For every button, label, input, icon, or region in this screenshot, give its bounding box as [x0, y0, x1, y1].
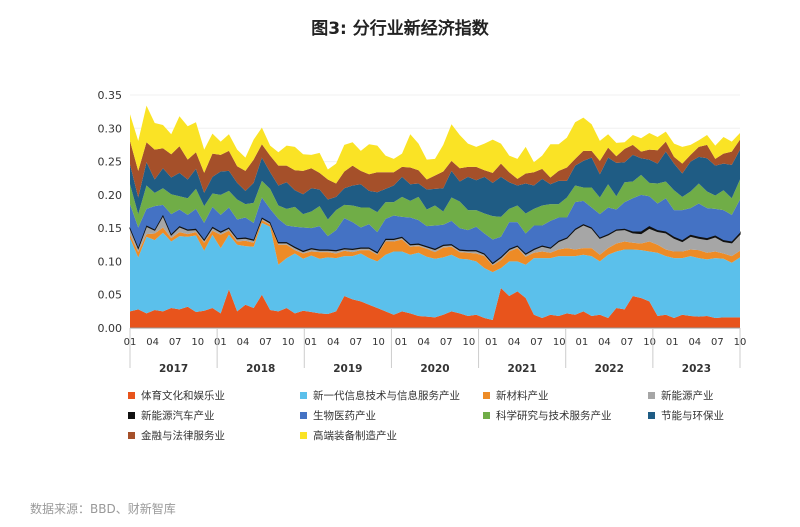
chart-title: 图3: 分行业新经济指数	[311, 19, 489, 39]
legend-swatch	[483, 392, 490, 399]
y-tick-label: 0.15	[98, 222, 123, 235]
x-tick-label: 04	[417, 337, 430, 348]
legend-label: 生物医药产业	[313, 410, 376, 422]
x-tick-label: 04	[598, 337, 611, 348]
x-tick-label: 01	[214, 337, 227, 348]
x-tick-label: 10	[643, 337, 656, 348]
year-label: 2019	[333, 363, 362, 375]
legend-swatch	[648, 412, 655, 419]
legend-label: 体育文化和娱乐业	[141, 390, 225, 402]
legend-item: 体育文化和娱乐业	[128, 388, 225, 403]
x-tick-label: 07	[440, 337, 453, 348]
x-tick-label: 07	[530, 337, 543, 348]
area-series-1	[130, 222, 740, 321]
legend-swatch	[128, 392, 135, 399]
legend-swatch	[128, 412, 135, 419]
stacked-area-chart: 0.00 0.05 0.10 0.15 0.20 0.25 0.30 0.35 01 04 07 1…	[98, 89, 747, 375]
x-tick-label: 10	[282, 337, 295, 348]
legend-swatch	[648, 392, 655, 399]
legend-item: 高端装备制造产业	[300, 428, 397, 443]
x-tick-label: 10	[553, 337, 566, 348]
legend-item: 新能源产业	[648, 388, 714, 403]
x-tick-label: 07	[169, 337, 182, 348]
area-series-5	[130, 194, 740, 263]
x-tick-label: 04	[237, 337, 250, 348]
x-tick-label: 04	[146, 337, 159, 348]
year-label: 2017	[159, 363, 188, 375]
x-tick-label: 01	[395, 337, 408, 348]
y-tick-label: 0.20	[98, 189, 123, 202]
legend-label: 节能与环保业	[661, 410, 724, 422]
legend-item: 金融与法律服务业	[128, 428, 225, 443]
year-label: 2020	[420, 363, 449, 375]
legend-label: 金融与法律服务业	[141, 430, 225, 442]
legend-swatch	[300, 412, 307, 419]
legend-swatch	[300, 432, 307, 439]
area-series-7	[130, 149, 740, 220]
legend-item: 新一代信息技术与信息服务产业	[300, 388, 460, 403]
legend-label: 新一代信息技术与信息服务产业	[313, 390, 460, 402]
x-tick-label: 01	[485, 337, 498, 348]
x-axis: 01 04 07 10 01 04 07 10 01 04 07 10 01 04 07 10 01 04 07 10…	[124, 327, 746, 375]
y-tick-label: 0.05	[98, 289, 123, 302]
x-tick-label: 10	[372, 337, 385, 348]
x-tick-label: 10	[463, 337, 476, 348]
y-tick-label: 0.10	[98, 255, 123, 268]
legend-swatch	[128, 432, 135, 439]
year-label: 2023	[682, 363, 711, 375]
source-note: 数据来源：BBD、财新智库	[30, 502, 176, 516]
legend-label: 科学研究与技术服务产业	[496, 410, 612, 422]
legend-swatch	[300, 392, 307, 399]
x-tick-label: 04	[688, 337, 701, 348]
y-axis: 0.00 0.05 0.10 0.15 0.20 0.25 0.30 0.35	[98, 89, 123, 335]
y-tick-label: 0.00	[98, 322, 123, 335]
x-tick-label: 07	[350, 337, 363, 348]
x-tick-label: 10	[191, 337, 204, 348]
year-label: 2022	[595, 363, 624, 375]
x-tick-label: 04	[327, 337, 340, 348]
legend-label: 新能源汽车产业	[141, 410, 215, 422]
x-tick-label: 01	[575, 337, 588, 348]
x-tick-label: 01	[666, 337, 679, 348]
legend-item: 新材料产业	[483, 388, 549, 403]
year-label: 2018	[246, 363, 275, 375]
area-series-8	[130, 139, 740, 200]
y-tick-label: 0.30	[98, 122, 123, 135]
area-layers	[129, 105, 741, 328]
legend-item: 生物医药产业	[300, 408, 376, 423]
area-series-6	[130, 174, 740, 240]
year-label: 2021	[508, 363, 537, 375]
legend-label: 新能源产业	[661, 390, 714, 402]
x-tick-label: 04	[508, 337, 521, 348]
x-tick-label: 01	[304, 337, 317, 348]
x-tick-label: 07	[711, 337, 724, 348]
legend-item: 科学研究与技术服务产业	[483, 408, 612, 423]
legend-label: 高端装备制造产业	[313, 430, 397, 442]
area-series-3	[130, 215, 740, 266]
area-series-9	[130, 105, 740, 184]
y-tick-label: 0.25	[98, 156, 123, 169]
x-tick-label: 07	[621, 337, 634, 348]
legend-swatch	[483, 412, 490, 419]
y-tick-label: 0.35	[98, 89, 123, 102]
legend-label: 新材料产业	[496, 390, 549, 402]
area-series-2	[130, 220, 740, 273]
legend-item: 新能源汽车产业	[128, 408, 215, 423]
area-series-0	[130, 288, 740, 328]
x-tick-label: 07	[259, 337, 272, 348]
legend-item: 节能与环保业	[648, 408, 724, 423]
